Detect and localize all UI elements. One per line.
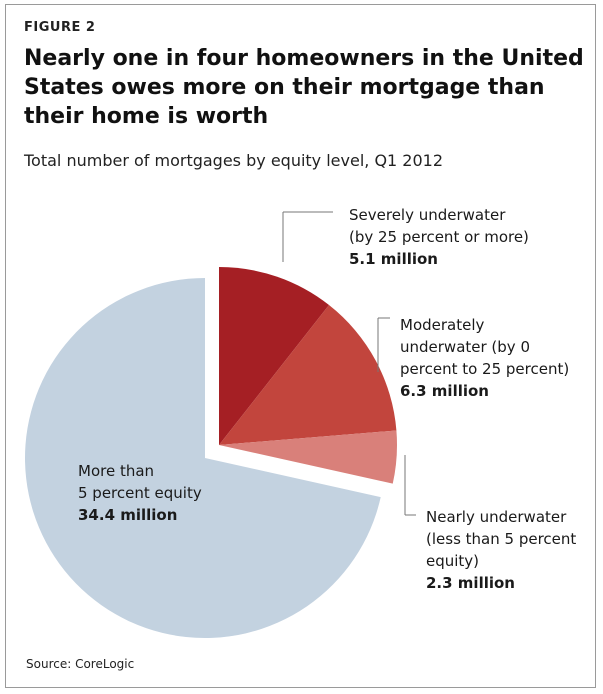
leader-lines bbox=[282, 211, 416, 516]
slice-label-moderately-line-1: Moderately bbox=[400, 316, 485, 334]
pie-slice-moderately bbox=[219, 305, 397, 445]
figure-label: FIGURE 2 bbox=[24, 20, 96, 35]
slice-label-nearly-line-2: (less than 5 percent bbox=[426, 530, 576, 548]
chart-subtitle: Total number of mortgages by equity leve… bbox=[24, 151, 444, 170]
slice-value-severely: 5.1 million bbox=[349, 250, 438, 268]
slice-label-moderately-line-2: underwater (by 0 bbox=[400, 338, 530, 356]
slice-label-equity-line-2: 5 percent equity bbox=[78, 484, 202, 502]
pie-slice-nearly bbox=[219, 430, 397, 484]
slice-label-moderately-line-3: percent to 25 percent) bbox=[400, 360, 569, 378]
leader-line-moderately bbox=[377, 317, 390, 372]
pie-slice-severely bbox=[219, 267, 330, 445]
slice-label-severely-line-2: (by 25 percent or more) bbox=[349, 228, 529, 246]
slice-label-severely-line-1: Severely underwater bbox=[349, 206, 506, 224]
slice-labels: Severely underwater (by 25 percent or mor… bbox=[78, 206, 576, 592]
slice-label-nearly-line-1: Nearly underwater bbox=[426, 508, 567, 526]
leader-line-severely bbox=[282, 211, 333, 262]
figure-frame bbox=[5, 4, 596, 688]
slice-value-moderately: 6.3 million bbox=[400, 382, 489, 400]
slice-label-equity-line-1: More than bbox=[78, 462, 154, 480]
pie-slices bbox=[24, 267, 397, 638]
source-note: Source: CoreLogic bbox=[26, 657, 135, 671]
slice-label-nearly-line-3: equity) bbox=[426, 552, 479, 570]
slice-value-equity: 34.4 million bbox=[78, 506, 177, 524]
chart-title: Nearly one in four homeowners in the Uni… bbox=[24, 46, 584, 129]
leader-line-nearly bbox=[404, 455, 416, 516]
slice-value-nearly: 2.3 million bbox=[426, 574, 515, 592]
pie-slice-equity bbox=[24, 278, 381, 638]
